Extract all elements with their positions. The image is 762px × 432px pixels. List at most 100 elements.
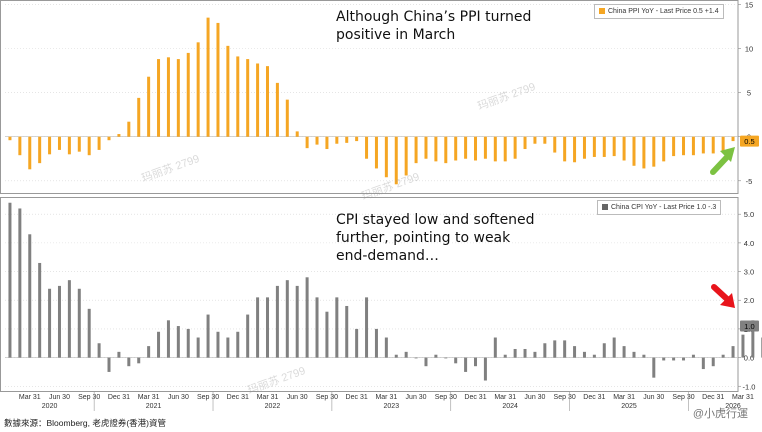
xtick-label: Jun 30 [168,394,189,401]
cpi-bar [256,297,260,358]
down-arrowhead-icon [720,293,735,308]
cpi-bar [563,340,567,358]
ppi-legend-label: China PPI YoY - Last Price 0.5 +1.4 [608,8,719,15]
cpi-bar [275,285,279,358]
xtick-label: Sep 30 [672,394,694,401]
cpi-bar [711,357,715,367]
cpi-annotation: CPI stayed low and softened further, poi… [336,212,535,264]
cpi-bar [176,326,180,358]
cpi-bar [216,331,220,358]
cpi-bar [97,343,101,358]
xtick-label: Dec 31 [464,394,486,401]
cpi-bar [553,340,557,358]
xtick-label: Mar 31 [732,394,754,401]
ppi-bar [454,136,458,161]
ppi-bar [57,136,61,150]
cpi-bar [226,337,230,358]
cpi-bar [503,354,507,358]
ppi-bar [474,136,478,161]
ppi-bar [652,136,656,167]
ppi-bar [355,136,359,142]
cpi-bar [57,285,61,358]
cpi-frame [0,197,739,392]
cpi-bar [117,351,121,358]
ppi-bar [483,136,487,159]
ppi-bar [107,136,111,141]
ppi-bar [305,136,309,149]
ppi-bar [117,134,121,137]
cpi-bar [612,337,616,358]
ppi-bar [533,136,537,144]
cpi-bar [543,343,547,358]
xtick-label: Mar 31 [257,394,279,401]
ppi-bar [374,136,378,169]
cpi-bar [582,351,586,358]
ppi-bar [246,59,250,137]
ppi-panel: -50510150.5 [0,0,759,194]
cpi-bar [691,354,695,358]
cpi-bar [127,357,131,367]
cpi-bar [493,337,497,358]
ppi-bar [701,136,705,154]
cpi-bar [444,357,448,359]
cpi-legend-swatch [602,204,608,211]
cpi-bar [652,357,656,378]
ppi-bar [335,136,339,144]
ppi-bar [285,99,289,137]
cpi-bar [751,320,755,358]
year-label: 2025 [621,403,637,410]
cpi-bar [77,288,81,358]
ppi-bar [8,136,12,141]
xtick-label: Dec 31 [346,394,368,401]
ppi-bar [28,136,32,170]
ppi-bar [662,136,666,162]
cpi-bar [137,357,141,364]
cpi-bar [8,202,12,358]
ppi-bar [256,63,260,137]
ppi-frame [0,0,739,194]
ppi-bar [166,57,170,137]
up-arrowhead-icon [720,147,735,162]
xtick-label: Jun 30 [406,394,427,401]
ppi-bar [97,136,101,150]
xtick-label: Jun 30 [49,394,70,401]
ppi-bar [236,56,240,137]
ppi-bar [721,136,725,151]
ppi-bar [731,136,735,142]
ppi-bar [137,97,141,137]
cpi-bar [28,234,32,358]
ppi-bar [563,136,567,162]
cpi-bar [602,343,606,358]
ppi-annotation: Although China’s PPI turned positive in … [336,9,532,43]
cpi-ytick-label: 5.0 [744,210,754,219]
ppi-last-price-box [740,135,759,147]
cpi-bar [166,320,170,358]
ppi-bar [176,59,180,137]
ppi-bar [196,42,200,137]
cpi-bar [18,208,22,358]
cpi-bar [394,354,398,358]
xtick-label: Jun 30 [524,394,545,401]
ppi-bar [414,136,418,164]
cpi-bar [474,357,478,367]
cpi-bar [236,331,240,358]
cpi-bar [404,351,408,358]
source-note: 數據來源：Bloomberg, 老虎證券(香港)資管 [4,418,166,428]
ppi-bar [295,131,299,137]
cpi-bar [513,348,517,358]
ppi-bar [18,136,22,156]
ppi-bar [404,136,408,176]
ppi-bar [493,136,497,162]
ppi-legend: China PPI YoY - Last Price 0.5 +1.4 [594,4,724,19]
ppi-bar [157,59,161,137]
cpi-bar [741,334,745,358]
ppi-bar [365,136,369,159]
cpi-ytick-label: -1.0 [743,382,756,391]
ppi-bar [582,136,586,159]
year-label: 2022 [265,403,281,410]
ppi-bar [682,136,686,156]
ppi-bar [711,136,715,154]
xtick-label: Sep 30 [554,394,576,401]
x-axis: Mar 31 Jun 30 Sep 30 Dec 31 Mar 31 Jun 30 Sep … [19,392,754,411]
